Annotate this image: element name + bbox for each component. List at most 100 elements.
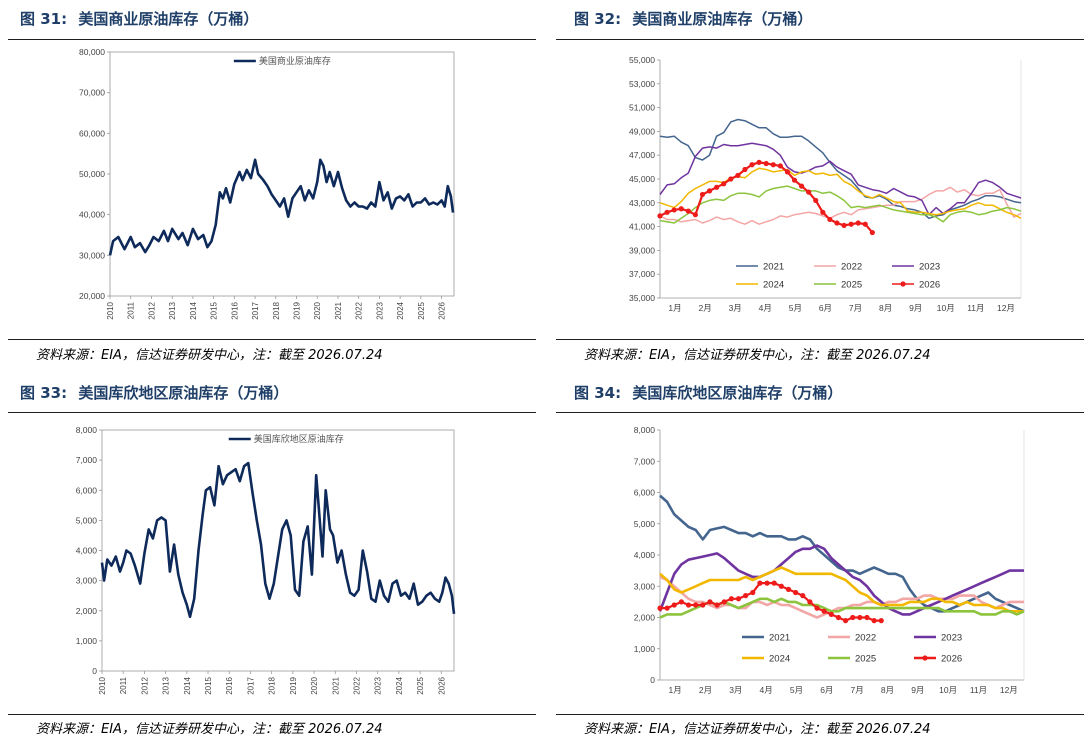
- figure-32-title: 图 32: 美国商业原油库存（万桶）: [574, 8, 812, 29]
- y-tick-label: 3,000: [634, 581, 656, 591]
- x-tick-label: 12月: [997, 303, 1015, 313]
- y-tick-label: 8,000: [634, 425, 656, 435]
- x-tick-label: 2019: [289, 676, 298, 694]
- legend-marker-2026: [900, 281, 906, 287]
- figure-34-source: 资料来源：EIA，信达证券研发中心，注：截至 2026.07.24: [584, 722, 931, 737]
- x-tick-label: 5月: [789, 303, 802, 313]
- series-marker-2026: [692, 212, 698, 218]
- series-marker-2026: [678, 206, 684, 212]
- x-tick-label: 6月: [820, 685, 833, 695]
- figure-32-label: 图 32:: [574, 10, 622, 28]
- figure-33-top-rule: [8, 412, 536, 413]
- chart-33: 0 1,000 2,000 3,000 4,000 5,000 6,000 7,000 8,00…: [76, 425, 456, 695]
- series-marker-2026: [842, 618, 849, 624]
- series-marker-2026: [728, 596, 734, 602]
- y-tick-label: 43,000: [629, 198, 655, 208]
- series-marker-2026: [743, 593, 749, 599]
- x-tick-label: 5月: [790, 685, 803, 695]
- series-marker-2026: [798, 183, 805, 189]
- y-tick-label: 41,000: [629, 222, 655, 232]
- series-line-2021: [659, 118, 1022, 220]
- x-tick-label: 11月: [970, 685, 987, 695]
- x-tick-label: 2010: [98, 676, 107, 694]
- x-tick-label: 7月: [849, 303, 862, 313]
- y-tick-label: 0: [92, 666, 97, 676]
- x-tick-label: 2016: [230, 301, 239, 319]
- y-tick-label: 4,000: [76, 546, 98, 556]
- figure-31-title-text: 美国商业原油库存（万桶）: [78, 10, 259, 28]
- x-tick-label: 9月: [909, 303, 922, 313]
- figure-31-label: 图 31:: [20, 10, 68, 28]
- y-tick-label: 8,000: [76, 425, 98, 435]
- x-tick-label: 1月: [668, 303, 681, 313]
- x-tick-label: 2014: [189, 301, 198, 319]
- series-marker-2026: [721, 599, 727, 605]
- x-tick-label: 2024: [396, 301, 405, 319]
- x-tick-label: 8月: [881, 685, 894, 695]
- series-marker-2026: [778, 583, 784, 589]
- series-marker-2026: [785, 586, 792, 592]
- series-marker-2026: [764, 580, 770, 586]
- y-tick-label: 0: [650, 675, 655, 685]
- x-tick-label: 2011: [119, 676, 128, 694]
- legend-label-2025: 2025: [841, 280, 862, 291]
- x-tick-label: 3月: [729, 303, 742, 313]
- y-tick-label: 6,000: [634, 488, 656, 498]
- series-marker-2026: [807, 599, 813, 605]
- x-tick-label: 2021: [331, 676, 340, 694]
- y-tick-label: 53,000: [629, 79, 655, 89]
- series-line-2024: [659, 167, 1022, 219]
- legend-label-2026: 2026: [941, 654, 962, 665]
- figure-31-top-rule: [8, 39, 536, 40]
- series-marker-2026: [714, 184, 720, 190]
- x-tick-label: 2013: [168, 301, 177, 319]
- series-marker-2026: [707, 599, 713, 605]
- figure-31-bottom-rule: [8, 339, 536, 340]
- y-tick-label: 20,000: [79, 291, 105, 301]
- x-tick-label: 2018: [272, 301, 281, 319]
- x-tick-label: 2020: [310, 676, 319, 694]
- series-marker-2026: [693, 602, 699, 608]
- y-tick-label: 5,000: [634, 519, 656, 529]
- figure-32-title-text: 美国商业原油库存（万桶）: [632, 10, 813, 28]
- series-marker-2026: [793, 589, 799, 596]
- series-marker-2026: [864, 614, 870, 621]
- x-tick-label: 2018: [268, 676, 277, 694]
- figure-34-label: 图 34:: [574, 384, 622, 402]
- x-tick-label: 10月: [937, 303, 955, 313]
- x-tick-label: 2017: [246, 676, 255, 694]
- x-tick-label: 2013: [162, 676, 171, 694]
- y-tick-label: 51,000: [629, 103, 655, 113]
- series-marker-2026: [671, 602, 677, 608]
- y-tick-label: 47,000: [629, 150, 655, 160]
- series-marker-2026: [671, 207, 677, 213]
- series-marker-2026: [750, 589, 756, 596]
- x-tick-label: 2025: [416, 676, 425, 694]
- series-marker-2026: [742, 166, 748, 173]
- x-tick-label: 2023: [375, 301, 384, 319]
- figure-33-source: 资料来源：EIA，信达证券研发中心，注：截至 2026.07.24: [36, 722, 383, 737]
- series-marker-2026: [850, 614, 856, 621]
- series-line-2023: [658, 544, 1024, 616]
- y-tick-label: 1,000: [76, 636, 98, 646]
- figure-32-bottom-rule: [556, 339, 1084, 340]
- figure-34-top-rule: [556, 412, 1084, 413]
- chart-34: 0 1,000 2,000 3,000 4,000 5,000 6,000 7,000 8,00…: [634, 425, 1025, 695]
- y-tick-label: 40,000: [79, 210, 105, 220]
- series-marker-2026: [871, 618, 877, 624]
- x-tick-label: 2012: [140, 676, 149, 694]
- x-tick-label: 12月: [1000, 685, 1018, 695]
- series-marker-2026: [791, 177, 798, 183]
- x-tick-label: 9月: [911, 685, 924, 695]
- x-tick-label: 2014: [183, 676, 192, 694]
- y-tick-label: 30,000: [79, 250, 105, 260]
- y-tick-label: 1,000: [634, 644, 656, 654]
- series-marker-2026: [771, 580, 777, 586]
- series-line: [108, 158, 455, 256]
- series-line-2024: [659, 566, 1024, 613]
- series-marker-2026: [721, 181, 727, 187]
- x-tick-label: 6月: [819, 303, 832, 313]
- y-tick-label: 70,000: [79, 88, 105, 98]
- legend-label-2024: 2024: [763, 280, 784, 291]
- x-tick-label: 4月: [760, 685, 773, 695]
